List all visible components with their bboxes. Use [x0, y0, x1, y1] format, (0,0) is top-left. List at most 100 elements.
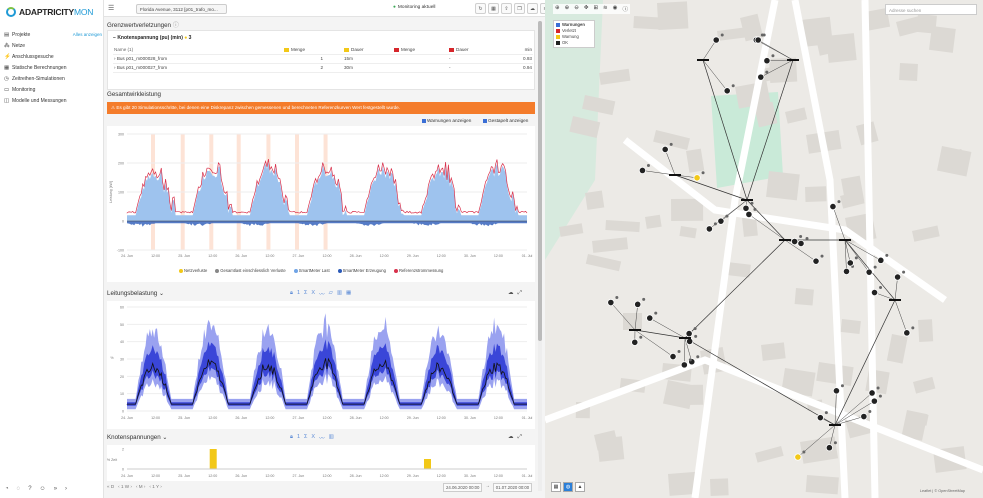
sidebar-item-6[interactable]: ◫ Modelle und Messungen — [4, 95, 102, 106]
house-connection-marker[interactable] — [745, 210, 753, 218]
legend-item[interactable]: Gesamtlast einschliesslich Verluste — [215, 268, 286, 273]
house-connection-marker[interactable] — [631, 338, 639, 346]
cable-cabinet[interactable] — [829, 424, 841, 426]
house-connection-marker[interactable] — [893, 273, 902, 281]
info-icon[interactable]: ⓘ — [172, 22, 179, 29]
layers-icon[interactable]: ≋ — [603, 5, 608, 11]
house-connection-marker[interactable] — [791, 237, 799, 246]
cable-line[interactable] — [634, 329, 686, 339]
ctrl-1[interactable]: 1 — [296, 290, 300, 296]
house-connection-marker[interactable] — [870, 288, 879, 297]
table-row[interactable]: › Bus p01_m000027_from 2 30m - 0.94 — [113, 63, 533, 73]
project-select[interactable]: Florida Avenue, 3112 [p01_trafo_mo... — [136, 4, 227, 14]
house-connection-marker[interactable] — [754, 36, 762, 44]
network-map[interactable]: ⊕ ⊕ ⊖ ✥ ⊞ ≋ ◉ ⓘ Adresse suchen Warnungen Verlet… — [545, 0, 983, 498]
house-connection-marker[interactable] — [757, 73, 765, 81]
house-connection-marker[interactable] — [870, 397, 878, 405]
house-connection-marker[interactable] — [634, 300, 642, 308]
time-nav-1[interactable]: ‹ 1 W › — [118, 484, 132, 489]
house-connection-marker[interactable] — [607, 298, 615, 307]
arrow-icon[interactable]: › — [65, 486, 68, 492]
house-connection-marker[interactable] — [825, 444, 834, 452]
limits-subtitle[interactable]: − Knotenspannung (pu) (min) ● 3 — [113, 35, 192, 41]
line-chart-icon[interactable]: 〰 — [319, 436, 325, 442]
cable-cabinet[interactable] — [741, 199, 753, 201]
scroll-thumb[interactable] — [538, 21, 542, 341]
cable-line[interactable] — [746, 59, 794, 201]
date-to-input[interactable]: 01.07.2020 00:00 — [492, 483, 533, 492]
house-connection-marker[interactable] — [742, 204, 750, 212]
refresh-icon[interactable]: ↻ — [475, 3, 486, 14]
bar-chart-icon[interactable]: ▥ — [336, 290, 343, 296]
user-icon[interactable]: ☺ — [39, 486, 46, 492]
cable-line[interactable] — [684, 239, 786, 339]
help-icon[interactable]: ? — [28, 486, 32, 492]
warnings-checkbox[interactable]: Warnungen anzeigen — [422, 118, 471, 123]
house-connection-marker[interactable] — [686, 337, 694, 346]
cloud-icon[interactable]: ☁ — [508, 290, 514, 296]
crosshair-icon[interactable]: ⊕ — [555, 5, 560, 11]
ctrl-x[interactable]: X — [311, 290, 316, 296]
cable-line[interactable] — [746, 199, 786, 241]
house-connection-marker[interactable] — [842, 267, 851, 276]
bar-chart-icon[interactable]: ▥ — [328, 434, 334, 440]
cable-cabinet[interactable] — [779, 239, 791, 241]
expand-icon[interactable]: ⤢ — [517, 290, 522, 296]
table-icon[interactable]: ▦ — [346, 290, 352, 296]
cable-line[interactable] — [684, 337, 836, 426]
node-voltage-title[interactable]: Knotenspannungen ⌄ — [107, 434, 168, 441]
house-connection-marker[interactable] — [797, 239, 805, 248]
cable-cabinet[interactable] — [679, 337, 691, 339]
info-icon[interactable]: ⓘ — [622, 7, 628, 13]
shapes-icon[interactable]: ▲ — [575, 482, 585, 492]
house-connection-marker[interactable] — [638, 166, 647, 175]
expand-icon[interactable]: ⤢ — [517, 434, 522, 440]
cable-cabinet[interactable] — [889, 299, 901, 301]
house-connection-marker[interactable] — [868, 389, 876, 397]
zoom-in-icon[interactable]: ⊕ — [564, 5, 570, 11]
house-connection-marker[interactable] — [685, 329, 693, 338]
sidebar-item-4[interactable]: ◷ Zeitreihen-Simulationen — [4, 73, 102, 84]
map-search-input[interactable]: Adresse suchen — [885, 4, 977, 15]
house-connection-marker[interactable] — [829, 202, 837, 211]
sidebar-item-5[interactable]: ▭ Monitoring — [4, 84, 102, 95]
cable-cabinet[interactable] — [787, 59, 799, 61]
sidebar-item-3[interactable]: ▦ Statische Berechnungen — [4, 62, 102, 73]
table-icon[interactable]: ▦ — [488, 3, 499, 14]
show-all-link[interactable]: Alles anzeigen — [72, 32, 102, 37]
content-scrollbar[interactable] — [538, 21, 542, 491]
cable-cabinet[interactable] — [839, 239, 851, 241]
map-svg[interactable] — [545, 0, 983, 498]
sidebar-item-2[interactable]: ⚡ Anschlussgesuche — [4, 51, 102, 62]
line-load-title[interactable]: Leitungsbelastung ⌄ — [107, 290, 165, 297]
time-nav-2[interactable]: ‹ M › — [135, 484, 146, 489]
area-chart-icon[interactable]: ▱ — [328, 290, 333, 296]
expand-icon[interactable]: » — [53, 486, 58, 492]
globe-icon[interactable]: ◍ — [563, 482, 573, 492]
lock-icon[interactable]: 🔒︎ — [290, 434, 293, 440]
lock-icon[interactable]: 🔒︎ — [290, 290, 293, 296]
date-from-input[interactable]: 24.06.2020 00:00 — [443, 483, 483, 492]
legend-item[interactable]: Netzverluste — [179, 268, 207, 273]
house-connection-marker[interactable] — [705, 225, 713, 233]
house-connection-marker[interactable] — [846, 259, 854, 267]
move-icon[interactable]: ✥ — [583, 5, 589, 11]
grid-icon[interactable]: ▦ — [551, 482, 561, 492]
cable-cabinet[interactable] — [629, 329, 641, 331]
house-connection-marker[interactable] — [712, 36, 720, 44]
eye-icon[interactable]: ◉ — [612, 5, 618, 11]
house-connection-marker[interactable] — [812, 257, 820, 265]
house-connection-marker[interactable] — [860, 412, 868, 421]
zoom-out-icon[interactable]: ⊖ — [574, 5, 579, 11]
house-connection-marker[interactable] — [669, 352, 677, 361]
copy-icon[interactable]: ❐ — [514, 3, 525, 14]
bell-icon[interactable]: ◔ — [5, 486, 9, 492]
house-connection-marker[interactable] — [763, 57, 771, 65]
house-connection-marker[interactable] — [903, 329, 911, 337]
upload-icon[interactable]: ⇧ — [501, 3, 512, 14]
menu-icon[interactable]: ☰ — [108, 5, 115, 12]
legend-item[interactable]: SmartMeter Erzeugung — [337, 268, 386, 273]
house-connection-marker[interactable] — [816, 414, 824, 422]
stacked-checkbox[interactable]: Gestapelt anzeigen — [483, 118, 528, 123]
table-row[interactable]: › Bus p01_m000028_from 1 15m - 0.93 — [113, 54, 533, 64]
